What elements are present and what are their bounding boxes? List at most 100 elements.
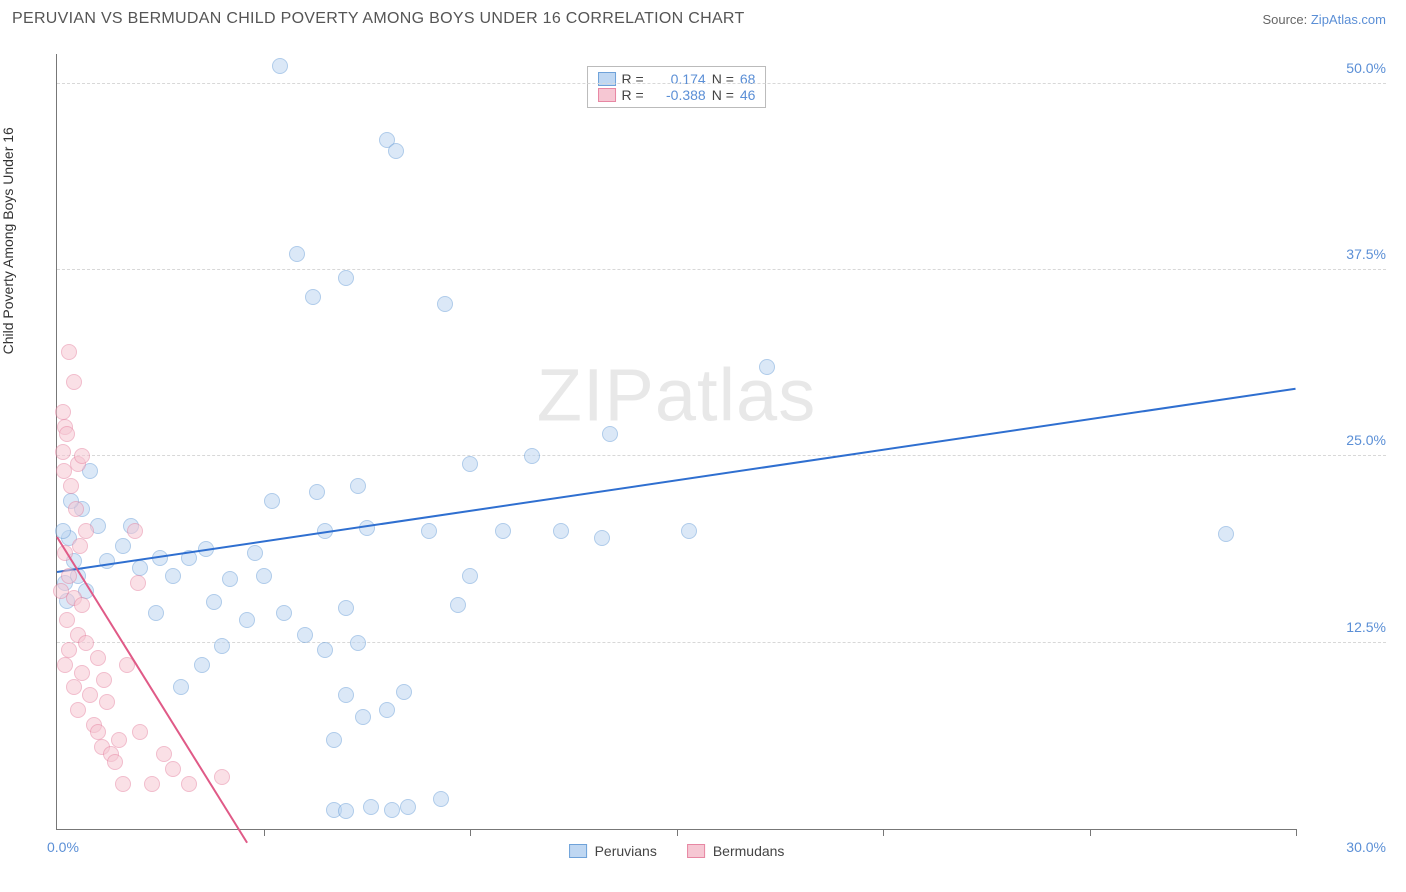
legend-n-value: 68	[740, 71, 756, 87]
source-link[interactable]: ZipAtlas.com	[1311, 12, 1386, 27]
legend-swatch	[598, 72, 616, 86]
source-prefix: Source:	[1262, 12, 1310, 27]
data-point	[148, 605, 164, 621]
data-point	[421, 523, 437, 539]
data-point	[396, 684, 412, 700]
data-point	[272, 58, 288, 74]
data-point	[379, 702, 395, 718]
data-point	[181, 776, 197, 792]
legend-n-label: N =	[712, 87, 734, 103]
data-point	[264, 493, 280, 509]
data-point	[450, 597, 466, 613]
data-point	[602, 426, 618, 442]
data-point	[317, 642, 333, 658]
data-point	[63, 478, 79, 494]
data-point	[127, 523, 143, 539]
plot-area: ZIPatlas R =0.174 N = 68R =-0.388 N = 46…	[56, 54, 1296, 830]
legend-swatch	[598, 88, 616, 102]
data-point	[90, 724, 106, 740]
y-tick-label: 50.0%	[1304, 60, 1386, 76]
data-point	[74, 597, 90, 613]
series-name: Peruvians	[595, 843, 657, 859]
data-point	[57, 657, 73, 673]
data-point	[437, 296, 453, 312]
data-point	[462, 568, 478, 584]
data-point	[132, 560, 148, 576]
data-point	[115, 776, 131, 792]
data-point	[59, 612, 75, 628]
chart-container: Child Poverty Among Boys Under 16 ZIPatl…	[12, 40, 1394, 880]
watermark-bold: ZIP	[537, 354, 655, 437]
data-point	[759, 359, 775, 375]
gridline-h	[57, 83, 1386, 84]
data-point	[338, 687, 354, 703]
data-point	[61, 568, 77, 584]
x-tick	[264, 829, 265, 836]
x-tick	[883, 829, 884, 836]
data-point	[78, 635, 94, 651]
data-point	[338, 600, 354, 616]
data-point	[400, 799, 416, 815]
correlation-legend: R =0.174 N = 68R =-0.388 N = 46	[587, 66, 767, 108]
series-legend-item: Bermudans	[687, 843, 785, 859]
data-point	[1218, 526, 1234, 542]
series-legend-item: Peruvians	[569, 843, 657, 859]
data-point	[681, 523, 697, 539]
data-point	[74, 665, 90, 681]
data-point	[132, 724, 148, 740]
data-point	[206, 594, 222, 610]
legend-r-value: -0.388	[650, 87, 706, 103]
data-point	[524, 448, 540, 464]
x-tick	[1296, 829, 1297, 836]
series-name: Bermudans	[713, 843, 785, 859]
data-point	[99, 694, 115, 710]
data-point	[495, 523, 511, 539]
legend-n-value: 46	[740, 87, 756, 103]
x-axis-min-label: 0.0%	[47, 839, 79, 855]
data-point	[247, 545, 263, 561]
x-tick	[677, 829, 678, 836]
data-point	[338, 803, 354, 819]
data-point	[68, 501, 84, 517]
data-point	[384, 802, 400, 818]
data-point	[350, 635, 366, 651]
data-point	[222, 571, 238, 587]
data-point	[553, 523, 569, 539]
data-point	[594, 530, 610, 546]
data-point	[276, 605, 292, 621]
data-point	[165, 568, 181, 584]
data-point	[350, 478, 366, 494]
data-point	[56, 463, 72, 479]
x-tick	[1090, 829, 1091, 836]
data-point	[90, 650, 106, 666]
x-tick	[470, 829, 471, 836]
y-tick-label: 37.5%	[1304, 246, 1386, 262]
data-point	[96, 672, 112, 688]
data-point	[82, 687, 98, 703]
legend-row: R =-0.388 N = 46	[598, 87, 756, 103]
data-point	[214, 769, 230, 785]
data-point	[74, 448, 90, 464]
watermark-light: atlas	[655, 354, 816, 437]
data-point	[173, 679, 189, 695]
data-point	[388, 143, 404, 159]
series-legend: Peruvians Bermudans	[569, 843, 785, 859]
data-point	[289, 246, 305, 262]
data-point	[78, 523, 94, 539]
gridline-h	[57, 269, 1386, 270]
data-point	[214, 638, 230, 654]
y-tick-label: 12.5%	[1304, 619, 1386, 635]
data-point	[59, 426, 75, 442]
data-point	[363, 799, 379, 815]
legend-n-label: N =	[712, 71, 734, 87]
legend-r-value: 0.174	[650, 71, 706, 87]
data-point	[194, 657, 210, 673]
legend-row: R =0.174 N = 68	[598, 71, 756, 87]
data-point	[156, 746, 172, 762]
trend-line	[57, 387, 1296, 572]
data-point	[111, 732, 127, 748]
data-point	[115, 538, 131, 554]
data-point	[338, 270, 354, 286]
data-point	[61, 642, 77, 658]
data-point	[297, 627, 313, 643]
